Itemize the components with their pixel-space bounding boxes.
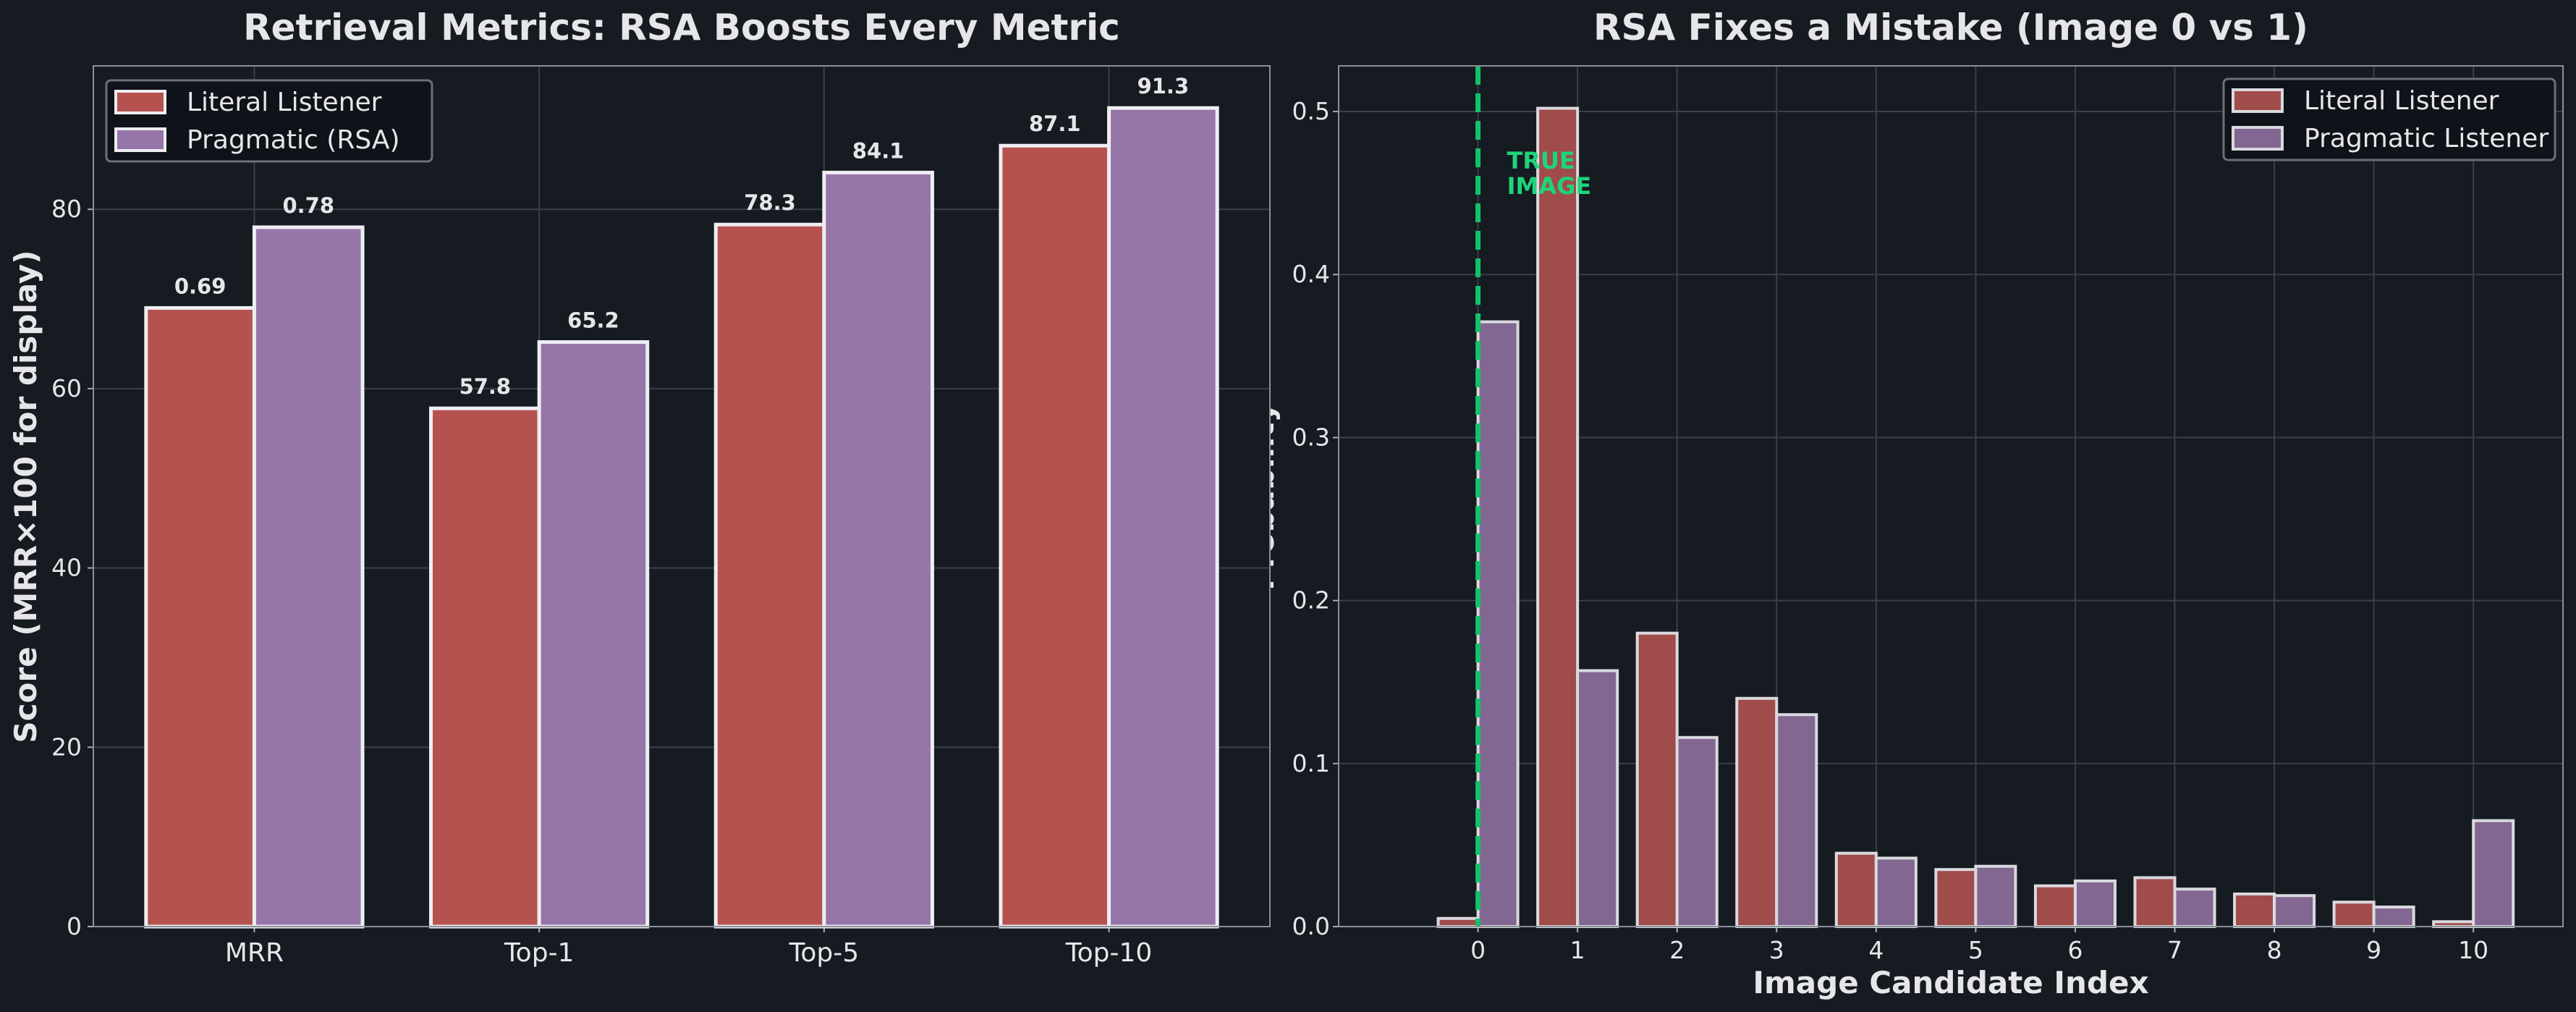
- x-tick-label: Top-5: [789, 938, 860, 968]
- bar-literal: [1536, 106, 1580, 929]
- x-tick-label: 7: [2167, 936, 2182, 964]
- bar-pragmatic: [2073, 879, 2117, 929]
- legend-label: Literal Listener: [2304, 86, 2499, 116]
- bar-literal: [999, 143, 1111, 929]
- y-tick-label: 80: [51, 195, 82, 223]
- axes-frame: [93, 65, 1271, 927]
- x-tick-label: 5: [1968, 936, 1983, 964]
- bar-pragmatic: [1675, 735, 1719, 928]
- bar-pragmatic: [2173, 887, 2216, 928]
- bar-value-label: 87.1: [1029, 111, 1081, 136]
- x-tick-label: Top-1: [504, 938, 575, 968]
- bar-literal: [1436, 916, 1480, 928]
- bar-pragmatic: [252, 225, 365, 929]
- legend-swatch: [114, 90, 166, 114]
- bar-literal: [1934, 868, 1978, 928]
- legend-box: [105, 79, 433, 163]
- bar-literal: [713, 222, 826, 929]
- bar-pragmatic: [1107, 106, 1219, 929]
- y-tick-label: 60: [51, 374, 82, 402]
- bar-value-label: 57.8: [459, 374, 512, 399]
- bar-literal: [2332, 901, 2376, 928]
- left-plot-area: 0 20 40 60 80 MRR Top-1 Top-5 Top-10 0.69 57.8 78.3…: [51, 65, 1271, 968]
- y-tick-label: 0: [67, 912, 82, 940]
- x-tick-label: 1: [1570, 936, 1585, 964]
- bar-pragmatic: [537, 340, 650, 929]
- bar-literal: [2133, 876, 2177, 929]
- axes-frame: [1338, 65, 2564, 927]
- legend: Literal Listener Pragmatic (RSA): [105, 79, 433, 163]
- bar-value-label: 91.3: [1137, 74, 1190, 98]
- x-tick-label: 4: [1868, 936, 1884, 964]
- true-image-annotation: TRUE: [1507, 147, 1575, 174]
- y-tick-label: 0.5: [1292, 97, 1330, 125]
- y-tick-label: 0.4: [1292, 260, 1330, 288]
- bar-pragmatic: [1874, 856, 1918, 928]
- x-tick-label: Top-10: [1065, 938, 1153, 968]
- bar-literal: [1635, 631, 1679, 929]
- bar-value-label: 0.78: [282, 193, 334, 218]
- x-tick-label: 10: [2458, 936, 2488, 964]
- legend-label: Pragmatic Listener: [2304, 124, 2549, 153]
- x-tick-label: 2: [1669, 936, 1685, 964]
- bar-pragmatic: [1974, 864, 2017, 929]
- bar-pragmatic: [2472, 819, 2515, 929]
- legend: Literal Listener Pragmatic Listener: [2222, 77, 2556, 161]
- y-tick-label: 20: [51, 733, 82, 761]
- true-image-annotation: IMAGE: [1507, 172, 1592, 200]
- bar-pragmatic: [1775, 713, 1818, 928]
- x-tick-label: 3: [1769, 936, 1784, 964]
- bar-pragmatic: [2372, 905, 2415, 929]
- y-tick-label: 0.2: [1292, 586, 1330, 615]
- left-chart-title: Retrieval Metrics: RSA Boosts Every Metr…: [243, 7, 1120, 49]
- x-tick-label: 6: [2067, 936, 2083, 964]
- x-tick-label: 9: [2366, 936, 2381, 964]
- legend-box: [2222, 77, 2556, 161]
- bar-literal: [1834, 851, 1878, 929]
- bar-literal: [2233, 892, 2276, 929]
- x-tick-label: 0: [1470, 936, 1486, 964]
- y-tick-label: 0.0: [1292, 912, 1330, 940]
- bar-value-label: 78.3: [744, 190, 796, 215]
- bar-pragmatic: [1576, 669, 1619, 928]
- bar-value-label: 65.2: [567, 308, 619, 332]
- x-tick-label: 8: [2267, 936, 2282, 964]
- right-chart-title: RSA Fixes a Mistake (Image 0 vs 1): [1593, 7, 2308, 49]
- right-x-axis-label: Image Candidate Index: [1753, 965, 2148, 1000]
- legend-label: Pragmatic (RSA): [187, 125, 400, 155]
- legend-swatch: [2232, 126, 2284, 151]
- bar-value-label: 0.69: [174, 274, 226, 298]
- bar-literal: [1735, 696, 1779, 928]
- bar-pragmatic: [1476, 320, 1520, 928]
- y-tick-label: 0.1: [1292, 749, 1330, 777]
- y-tick-label: 40: [51, 554, 82, 582]
- y-tick-label: 0.3: [1292, 423, 1330, 451]
- bar-literal: [429, 406, 541, 929]
- left-y-axis-label: Score (MRR×100 for display): [8, 250, 43, 743]
- x-tick-label: MRR: [225, 938, 284, 968]
- bar-literal: [2033, 884, 2077, 928]
- legend-swatch: [2232, 88, 2284, 113]
- bar-value-label: 84.1: [852, 138, 904, 163]
- bar-pragmatic: [822, 170, 934, 929]
- legend-label: Literal Listener: [187, 88, 382, 117]
- bar-pragmatic: [2273, 894, 2316, 928]
- bar-literal: [2432, 920, 2475, 928]
- legend-swatch: [114, 127, 166, 152]
- bar-literal: [144, 305, 256, 929]
